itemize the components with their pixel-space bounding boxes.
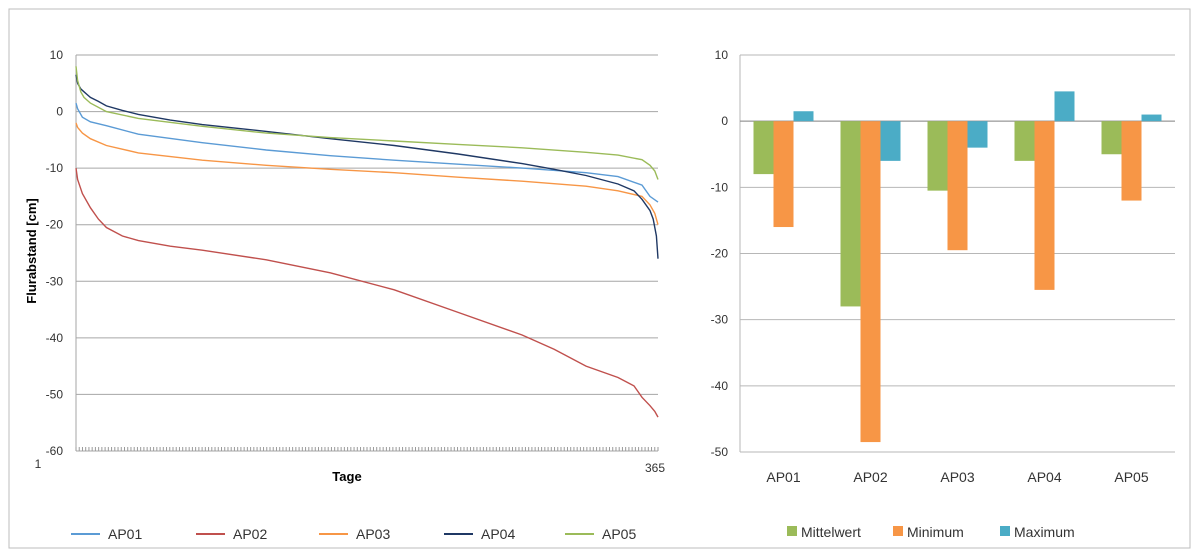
line-chart-y-ticks: 10 0 -10 -20 -30 -40 -50 -60: [46, 48, 64, 458]
y-tick-label: -20: [711, 247, 729, 261]
line-chart-series: [75, 66, 659, 418]
bar-mittelwert-ap03: [927, 121, 948, 191]
bar-chart: 100-10-20-30-40-50 AP01 AP02 AP03 AP04 AP05 …: [711, 48, 1175, 540]
legend-swatch-minimum: [893, 526, 903, 536]
y-axis-title: Flurabstand [cm]: [24, 198, 39, 303]
bar-maximum-ap03: [967, 121, 988, 148]
category-label: AP03: [940, 469, 974, 485]
series-line-ap02: [75, 168, 659, 418]
legend-label: Minimum: [907, 524, 964, 540]
y-tick-label: 10: [50, 48, 64, 62]
chart-border: [8, 8, 1191, 549]
legend-label: AP04: [481, 526, 515, 542]
legend-label: AP03: [356, 526, 390, 542]
x-tick-label: 1: [35, 457, 42, 471]
bar-maximum-ap05: [1141, 114, 1162, 122]
bar-chart-bars: [753, 91, 1162, 443]
bar-minimum-ap01: [773, 121, 794, 228]
y-tick-label: 0: [56, 105, 63, 119]
line-chart-legend: AP01 AP02 AP03 AP04 AP05: [71, 526, 636, 542]
line-chart-gridlines: [75, 54, 659, 452]
category-label: AP02: [853, 469, 887, 485]
line-chart-x-ticks: 1 365: [35, 457, 666, 475]
bar-mittelwert-ap05: [1101, 121, 1122, 155]
y-tick-label: -30: [46, 274, 64, 288]
bar-chart-categories: AP01 AP02 AP03 AP04 AP05: [766, 469, 1148, 485]
bar-minimum-ap03: [947, 121, 968, 251]
legend-label: Mittelwert: [801, 524, 861, 540]
x-axis-title: Tage: [332, 469, 361, 484]
category-label: AP01: [766, 469, 800, 485]
bar-maximum-ap04: [1054, 91, 1075, 122]
legend-label: AP02: [233, 526, 267, 542]
line-chart: 10 0 -10 -20 -30 -40 -50 -60 1 365 Flurabstand […: [24, 48, 665, 542]
legend-swatch-mittelwert: [787, 526, 797, 536]
y-tick-label: -30: [711, 313, 729, 327]
legend-label: Maximum: [1014, 524, 1075, 540]
bar-maximum-ap01: [793, 111, 814, 122]
y-tick-label: -50: [711, 445, 729, 459]
y-tick-label: -40: [711, 379, 729, 393]
y-tick-label: 10: [715, 48, 729, 62]
legend-label: AP01: [108, 526, 142, 542]
y-tick-label: -60: [46, 444, 64, 458]
y-tick-label: -10: [711, 180, 729, 194]
legend-swatch-maximum: [1000, 526, 1010, 536]
bar-minimum-ap05: [1121, 121, 1142, 201]
bar-maximum-ap02: [880, 121, 901, 161]
series-line-ap01: [75, 102, 659, 203]
series-line-ap05: [75, 66, 659, 180]
bar-mittelwert-ap02: [840, 121, 861, 307]
series-line-ap03: [75, 122, 659, 225]
y-tick-label: -20: [46, 218, 64, 232]
y-tick-label: -40: [46, 331, 64, 345]
y-tick-label: -10: [46, 161, 64, 175]
bar-chart-y-ticks: 10 0 -10 -20 -30 -40 -50: [711, 48, 729, 459]
bar-mittelwert-ap01: [753, 121, 774, 175]
legend-label: AP05: [602, 526, 636, 542]
y-tick-label: -50: [46, 387, 64, 401]
category-label: AP05: [1114, 469, 1148, 485]
bar-minimum-ap04: [1034, 121, 1055, 290]
bar-minimum-ap02: [860, 121, 881, 443]
bar-mittelwert-ap04: [1014, 121, 1035, 161]
x-tick-label: 365: [645, 461, 665, 475]
bar-chart-legend: Mittelwert Minimum Maximum: [787, 524, 1075, 540]
y-tick-label: 0: [721, 114, 728, 128]
category-label: AP04: [1027, 469, 1061, 485]
